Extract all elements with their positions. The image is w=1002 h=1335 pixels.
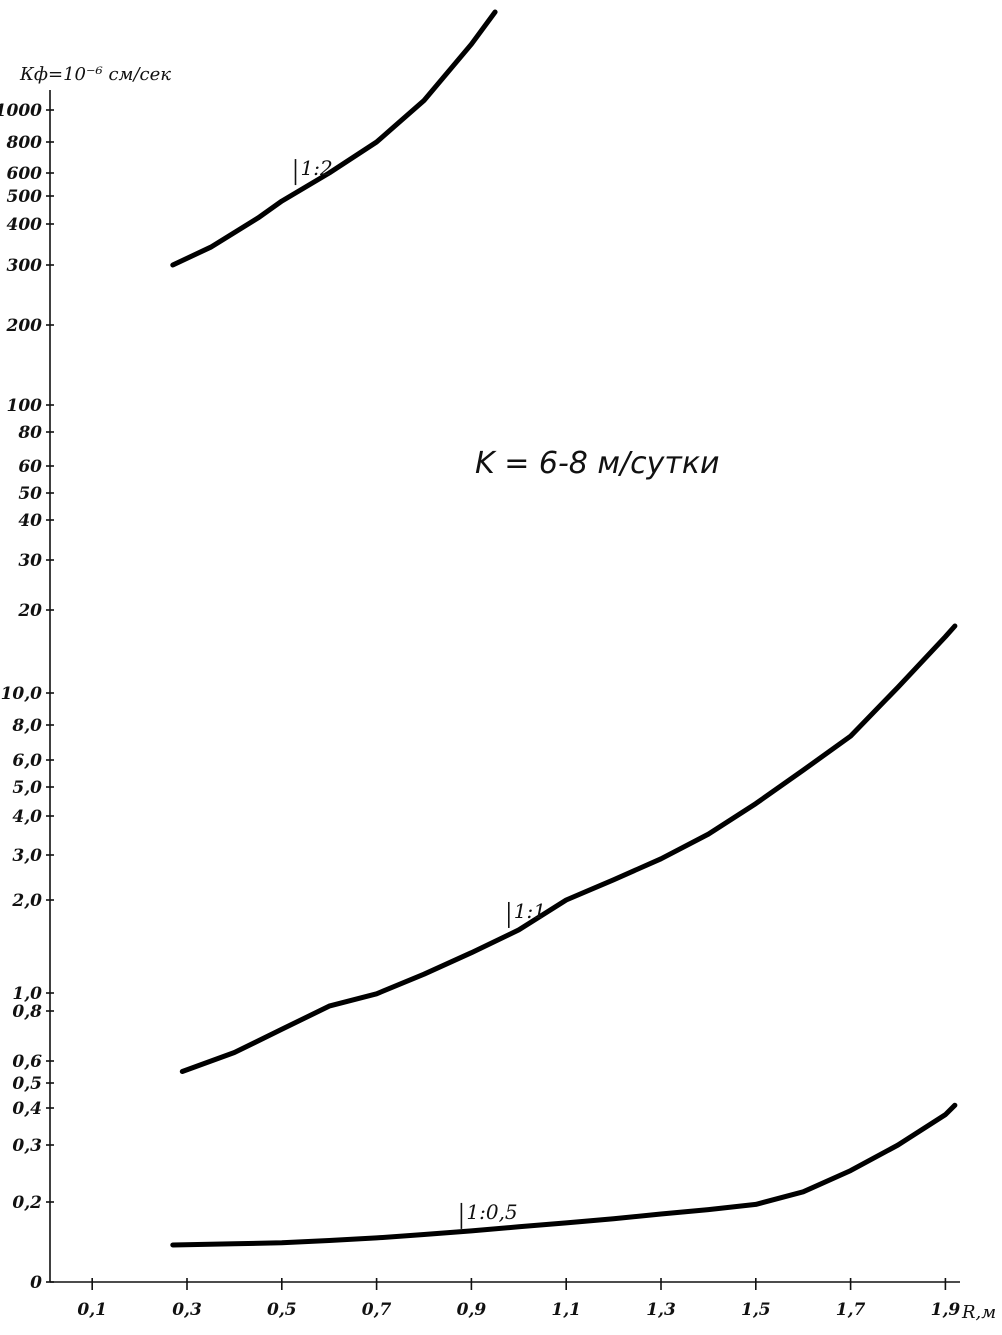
x-tick-label: 0,3 — [172, 1300, 202, 1320]
y-tick-label: 4,0 — [12, 807, 42, 827]
x-tick-label: 1,5 — [741, 1300, 771, 1320]
x-tick-label: 0,9 — [457, 1300, 487, 1320]
ticks: 00,20,30,40,50,60,81,02,03,04,05,06,08,0… — [0, 101, 960, 1320]
labels: Кф=10⁻⁶ см/сек R,м K = 6-8 м/сутки — [19, 64, 996, 1323]
y-tick-label: 0,3 — [12, 1136, 42, 1156]
y-tick-label: 500 — [7, 187, 43, 207]
y-tick-label: 80 — [17, 423, 42, 443]
x-tick-label: 0,1 — [77, 1300, 107, 1320]
x-tick-label: 1,9 — [931, 1300, 961, 1320]
y-tick-label: 800 — [6, 133, 43, 153]
curves: 1:2 1:1 1:0,5 — [170, 9, 958, 1248]
y-tick-label: 1,0 — [12, 984, 42, 1004]
y-tick-label: 600 — [7, 164, 43, 184]
y-tick-label: 100 — [7, 396, 43, 416]
y-axis-label: Кф=10⁻⁶ см/сек — [19, 64, 171, 85]
x-tick-label: 1,1 — [551, 1300, 581, 1320]
y-tick-label: 40 — [18, 511, 42, 531]
x-tick-label: 1,7 — [836, 1300, 866, 1320]
y-tick-label: 3,0 — [12, 846, 42, 866]
y-tick-label: 2,0 — [11, 891, 42, 911]
y-tick-label: 6,0 — [12, 751, 42, 771]
y-tick-label: 300 — [7, 256, 43, 276]
y-tick-label: 50 — [18, 484, 42, 504]
x-tick-label: 1,3 — [646, 1300, 676, 1320]
y-tick-label: 20 — [17, 601, 42, 621]
y-tick-label: 8,0 — [11, 716, 42, 736]
series-line-1 — [170, 9, 498, 268]
x-tick-label: 0,7 — [362, 1300, 392, 1320]
series-label-2: 1:1 — [514, 899, 546, 923]
y-tick-label: 0,8 — [12, 1002, 42, 1022]
y-tick-label: 0,6 — [12, 1052, 42, 1072]
y-tick-label: 0,4 — [12, 1099, 42, 1119]
axes — [49, 90, 960, 1283]
y-tick-label: 1000 — [0, 101, 42, 121]
y-tick-label: 200 — [6, 316, 43, 336]
x-axis-label: R,м — [961, 1302, 996, 1323]
y-tick-label: 400 — [7, 215, 43, 235]
x-tick-label: 0,5 — [267, 1300, 297, 1320]
series-label-1: 1:2 — [301, 156, 333, 180]
series-label-3: 1:0,5 — [466, 1200, 517, 1224]
y-tick-label: 0 — [30, 1273, 42, 1293]
series-line-2 — [179, 623, 958, 1074]
y-tick-label: 60 — [18, 457, 42, 477]
chart-annotation: K = 6-8 м/сутки — [475, 446, 720, 481]
series-line-3 — [170, 1102, 958, 1248]
y-tick-label: 10,0 — [1, 684, 43, 704]
y-tick-label: 0,2 — [12, 1193, 42, 1213]
y-tick-label: 30 — [18, 551, 42, 571]
y-tick-label: 0,5 — [12, 1074, 42, 1094]
y-tick-label: 5,0 — [12, 778, 42, 798]
